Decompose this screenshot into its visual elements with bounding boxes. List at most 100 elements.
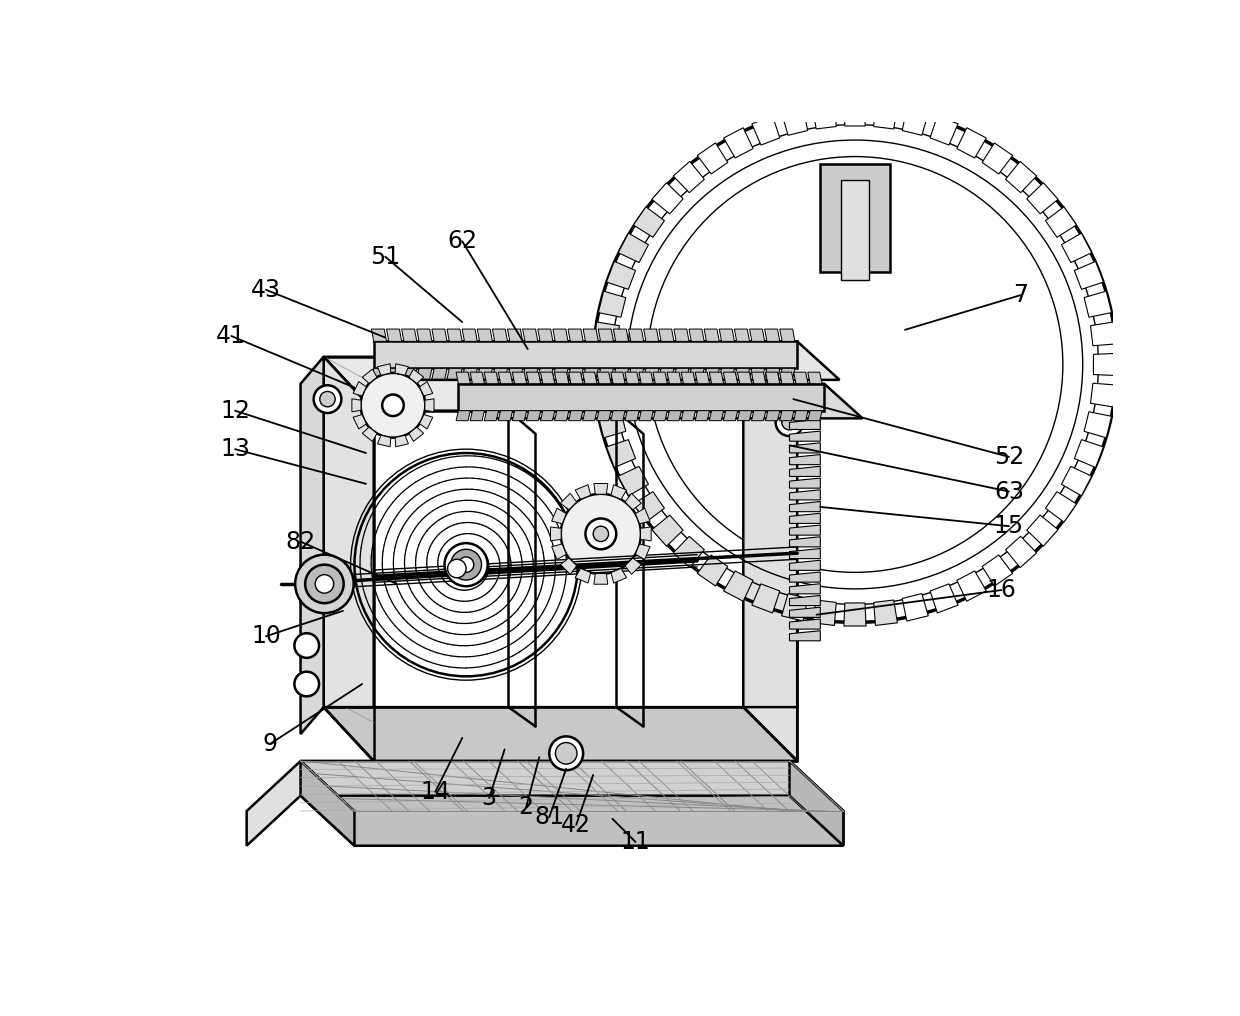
Polygon shape <box>583 410 596 421</box>
Text: 14: 14 <box>420 780 450 804</box>
Polygon shape <box>790 443 821 453</box>
Text: 9: 9 <box>262 733 278 756</box>
Polygon shape <box>527 372 541 384</box>
Polygon shape <box>639 410 653 421</box>
Text: 81: 81 <box>534 806 564 829</box>
Polygon shape <box>1061 466 1091 496</box>
Polygon shape <box>611 410 625 421</box>
Circle shape <box>776 408 804 436</box>
Circle shape <box>444 544 487 586</box>
Text: 2: 2 <box>518 796 533 819</box>
Polygon shape <box>606 440 636 467</box>
Polygon shape <box>614 329 629 341</box>
Polygon shape <box>324 357 797 410</box>
Polygon shape <box>930 116 959 145</box>
Polygon shape <box>749 369 765 379</box>
Polygon shape <box>396 364 408 375</box>
Polygon shape <box>790 525 821 535</box>
Polygon shape <box>673 369 689 379</box>
Polygon shape <box>596 410 611 421</box>
Polygon shape <box>790 502 821 512</box>
Polygon shape <box>681 410 696 421</box>
Polygon shape <box>419 415 433 429</box>
Polygon shape <box>625 372 639 384</box>
Circle shape <box>647 156 1063 572</box>
Polygon shape <box>673 162 704 193</box>
Polygon shape <box>594 484 608 494</box>
Polygon shape <box>689 369 704 379</box>
Polygon shape <box>432 369 448 379</box>
Polygon shape <box>507 329 523 341</box>
Polygon shape <box>492 329 507 341</box>
Polygon shape <box>790 479 821 488</box>
Polygon shape <box>697 555 728 586</box>
Polygon shape <box>538 329 553 341</box>
Polygon shape <box>724 571 753 601</box>
Polygon shape <box>396 435 408 447</box>
Polygon shape <box>362 427 377 441</box>
Polygon shape <box>790 761 843 845</box>
Circle shape <box>361 373 425 438</box>
Polygon shape <box>689 329 704 341</box>
Polygon shape <box>417 329 432 341</box>
Polygon shape <box>300 761 355 845</box>
Polygon shape <box>459 384 825 410</box>
Polygon shape <box>1090 322 1116 345</box>
Polygon shape <box>780 410 794 421</box>
Polygon shape <box>598 329 614 341</box>
Polygon shape <box>402 329 417 341</box>
Polygon shape <box>1074 440 1104 467</box>
Polygon shape <box>1027 183 1058 214</box>
Polygon shape <box>352 398 361 411</box>
Polygon shape <box>419 382 433 396</box>
Text: 41: 41 <box>216 324 247 347</box>
Polygon shape <box>723 410 738 421</box>
Polygon shape <box>1094 354 1116 376</box>
Polygon shape <box>790 536 821 547</box>
Polygon shape <box>790 466 821 477</box>
Polygon shape <box>551 527 562 541</box>
Polygon shape <box>673 536 704 568</box>
Polygon shape <box>541 372 554 384</box>
Polygon shape <box>1084 292 1111 317</box>
Text: 51: 51 <box>371 245 401 268</box>
Polygon shape <box>634 492 665 522</box>
Polygon shape <box>463 369 477 379</box>
Polygon shape <box>512 372 527 384</box>
Text: 52: 52 <box>993 445 1024 468</box>
Polygon shape <box>552 544 567 560</box>
Polygon shape <box>470 410 485 421</box>
Text: 62: 62 <box>448 230 477 253</box>
Polygon shape <box>387 329 402 341</box>
Polygon shape <box>512 410 527 421</box>
Polygon shape <box>790 572 821 582</box>
Circle shape <box>320 391 335 406</box>
Polygon shape <box>790 584 821 594</box>
Circle shape <box>459 557 474 572</box>
Polygon shape <box>1006 162 1037 193</box>
Polygon shape <box>606 261 636 290</box>
Polygon shape <box>780 369 795 379</box>
Polygon shape <box>611 485 626 499</box>
Polygon shape <box>1061 233 1091 262</box>
Polygon shape <box>738 410 751 421</box>
Circle shape <box>305 565 343 604</box>
Polygon shape <box>594 383 620 407</box>
Polygon shape <box>790 608 821 618</box>
Polygon shape <box>553 369 568 379</box>
Polygon shape <box>790 631 821 641</box>
Polygon shape <box>709 372 724 384</box>
Polygon shape <box>569 372 583 384</box>
Polygon shape <box>372 329 387 341</box>
Polygon shape <box>719 369 734 379</box>
Circle shape <box>585 518 616 550</box>
Polygon shape <box>372 369 387 379</box>
Circle shape <box>294 633 319 657</box>
Polygon shape <box>552 508 567 524</box>
Polygon shape <box>377 364 391 375</box>
Polygon shape <box>957 571 986 601</box>
Polygon shape <box>485 372 498 384</box>
Text: 43: 43 <box>250 277 281 302</box>
Polygon shape <box>704 329 719 341</box>
Polygon shape <box>738 372 751 384</box>
